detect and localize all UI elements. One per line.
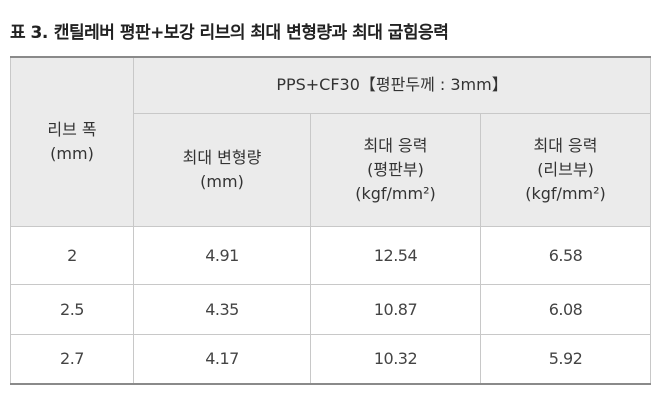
table-row: 2.5 4.35 10.87 6.08 <box>10 283 652 335</box>
header-line: 최대 응력 <box>533 135 598 155</box>
row-label-cell: 2.5 <box>10 283 134 335</box>
header-line: (mm) <box>200 171 244 191</box>
value-cell: 5.92 <box>479 333 652 385</box>
table-row: 2.7 4.17 10.32 5.92 <box>10 333 652 385</box>
table-body: 2 4.91 12.54 6.58 2.5 4.35 10.87 6.08 2.7 4.17 10.… <box>10 225 652 385</box>
column-header: 최대 변형량 (mm) <box>133 112 311 227</box>
table-header: 리브 폭 (mm) PPS+CF30【평판두께 : 3mm】 최대 변형량 (mm… <box>10 56 652 227</box>
data-table: 리브 폭 (mm) PPS+CF30【평판두께 : 3mm】 최대 변형량 (mm… <box>10 56 652 385</box>
value-cell: 10.87 <box>310 283 481 335</box>
value-cell: 10.32 <box>310 333 481 385</box>
header-line: 리브 폭 <box>47 119 97 139</box>
header-line: (리브부) <box>537 159 594 179</box>
column-header: 최대 응력 (평판부) (kgf/mm²) <box>310 112 481 227</box>
row-label-cell: 2 <box>10 225 134 285</box>
table-caption: 캔틸레버 평판+보강 리브의 최대 변형량과 최대 굽힘응력 <box>53 23 449 43</box>
header-line: 최대 응력 <box>363 135 428 155</box>
value-cell: 6.08 <box>479 283 652 335</box>
value-cell: 4.17 <box>133 333 311 385</box>
value-cell: 12.54 <box>310 225 481 285</box>
group-header: PPS+CF30【평판두께 : 3mm】 <box>132 56 652 114</box>
header-line: (평판부) <box>367 159 424 179</box>
header-line: (mm) <box>50 143 94 163</box>
header-line: (kgf/mm²) <box>355 183 436 203</box>
row-label-header: 리브 폭 (mm) <box>10 56 134 227</box>
table-row: 2 4.91 12.54 6.58 <box>10 225 652 285</box>
value-cell: 4.35 <box>133 283 311 335</box>
value-cell: 4.91 <box>133 225 311 285</box>
header-line: (kgf/mm²) <box>525 183 606 203</box>
table-number: 표 3. <box>10 23 48 43</box>
row-label-cell: 2.7 <box>10 333 134 385</box>
table-title: 표 3. 캔틸레버 평판+보강 리브의 최대 변형량과 최대 굽힘응력 <box>10 18 449 43</box>
value-cell: 6.58 <box>479 225 652 285</box>
column-header: 최대 응력 (리브부) (kgf/mm²) <box>479 112 652 227</box>
header-line: 최대 변형량 <box>182 147 262 167</box>
